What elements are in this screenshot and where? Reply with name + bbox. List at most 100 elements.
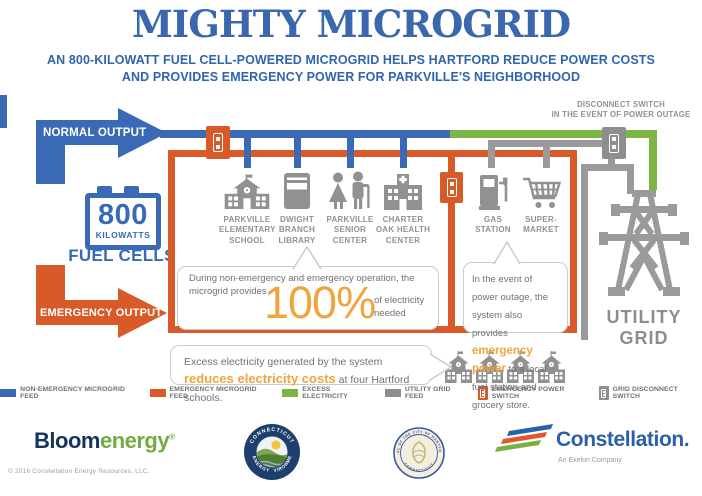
bubble-pointer-up	[493, 241, 521, 264]
disconnect-switch-note: DISCONNECT SWITCH IN THE EVENT OF POWER …	[543, 100, 699, 120]
legend-label: NON-EMERGENCY MICROGRID FEED	[20, 386, 125, 400]
transmission-tower-icon	[599, 190, 689, 296]
blue-feed-line	[160, 130, 450, 138]
building-label: SUPER-MARKET	[523, 215, 559, 235]
legend-emergency-power-switch-icon	[478, 386, 488, 400]
legend-item-utility: UTILITY GRID FEED	[384, 386, 467, 400]
disconnect-note-line2: IN THE EVENT OF POWER OUTAGE	[551, 110, 691, 120]
bubble-emergency-power: In the event of power outage, the system…	[463, 262, 568, 411]
disconnect-note-line1: DISCONNECT SWITCH	[577, 100, 665, 109]
legend-item-non-emergency: NON-EMERGENCY MICROGRID FEED	[0, 386, 139, 400]
building-label: CHARTER OAK HEALTH CENTER	[375, 215, 431, 245]
bubble-emergency-post: to a local fuel station and grocery stor…	[472, 364, 547, 411]
bubble-100-suffix: of electricity needed	[374, 295, 425, 319]
utility-grid-label: UTILITY GRID	[606, 307, 682, 348]
book-icon	[269, 170, 325, 210]
utility-feed-bus	[488, 140, 603, 147]
gas-pump-icon	[465, 170, 521, 210]
normal-output-arrow	[36, 108, 167, 184]
green-excess-line-horizontal	[450, 130, 657, 138]
normal-output-label: NORMAL OUTPUT	[43, 127, 147, 139]
utility-switch-stub	[608, 158, 615, 168]
four-schools-icons	[445, 351, 565, 383]
building-charter-oak-health: CHARTER OAK HEALTH CENTER	[375, 170, 431, 246]
bubble-100-stat: 100%	[264, 277, 376, 328]
building-gas-station: GAS STATION	[465, 170, 521, 236]
bubble-pointer-up	[292, 246, 322, 269]
building-label: PARKVILLE SENIOR CENTER	[326, 215, 374, 245]
legend-item-disconnect-switch: GRID DISCONNECT SWITCH	[599, 386, 702, 400]
emergency-box-right	[570, 150, 577, 333]
fuel-cell-tab	[124, 186, 139, 195]
bubble-excess-highlight: reduces electricity costs	[184, 371, 336, 387]
legend-swatch-blue	[0, 389, 17, 397]
legend-swatch-gray	[384, 389, 401, 397]
legend-grid-disconnect-switch-icon	[599, 386, 609, 400]
page-title: MIGHTY MICROGRID	[131, 2, 571, 46]
utility-elbow	[581, 164, 634, 171]
blue-drop	[294, 138, 301, 168]
building-senior-center: PARKVILLE SENIOR CENTER	[322, 170, 378, 246]
utility-tower-stub	[627, 164, 634, 194]
building-label: PARKVILLE ELEMENTARY SCHOOL	[219, 215, 276, 245]
grid-disconnect-switch-icon	[602, 127, 626, 159]
bubble-emergency-pre: In the event of power outage, the system…	[472, 274, 549, 339]
legend-item-emergency-switch: EMERGENCY POWER SWITCH	[478, 386, 588, 400]
fuel-cells-label: FUEL CELLS	[68, 246, 176, 265]
building-dwight-library: DWIGHT BRANCH LIBRARY	[269, 170, 325, 246]
blue-drop	[244, 138, 251, 168]
health-center-icon	[375, 170, 431, 210]
constellation-tagline: An Exelon Company	[558, 457, 622, 464]
bubble-pointer-right	[429, 353, 452, 381]
blue-drop	[347, 138, 354, 168]
bloom-logo-part1: Bloom	[34, 428, 100, 453]
emergency-power-switch-icon	[440, 172, 463, 203]
legend: NON-EMERGENCY MICROGRID FEED EMERGENCY M…	[0, 386, 702, 400]
bubble-emergency-highlight: emergency power	[472, 345, 533, 375]
bubble-100-intro: During non-emergency and emergency opera…	[189, 273, 415, 297]
emergency-power-switch-icon	[206, 126, 230, 159]
building-supermarket: SUPER-MARKET	[513, 170, 569, 236]
green-excess-line-vertical	[649, 130, 657, 190]
fuel-kilowatts-unit: KILOWATTS	[95, 230, 151, 240]
left-edge-accent	[0, 95, 7, 128]
school-icon	[219, 170, 275, 210]
building-label: DWIGHT BRANCH LIBRARY	[278, 215, 316, 245]
utility-grid-feed-vertical	[581, 164, 588, 340]
blue-drop	[400, 138, 407, 168]
legend-item-excess: EXCESS ELECTRICITY	[282, 386, 374, 400]
utility-drop-gas	[488, 147, 495, 168]
building-parkville-elementary: PARKVILLE ELEMENTARY SCHOOL	[219, 170, 275, 246]
legend-label: EMERGENCY MICROGRID FEED	[169, 386, 257, 400]
connecticut-deep-seal: CONNECTICUT ENERGY ENVIRONMENT	[243, 423, 300, 480]
legend-label: EMERGENCY POWER SWITCH	[492, 386, 588, 400]
constellation-wordmark: Constellation.	[556, 428, 690, 451]
emergency-output-arrow	[36, 265, 167, 338]
registered-mark: ®	[169, 432, 175, 442]
bubble-excess-pre: Excess electricity generated by the syst…	[184, 356, 383, 368]
shopping-cart-icon	[513, 170, 569, 210]
building-label: GAS STATION	[475, 215, 511, 235]
legend-swatch-orange	[149, 389, 166, 397]
bloom-energy-logo: Bloomenergy®	[34, 428, 175, 454]
legend-swatch-green	[282, 389, 299, 397]
emergency-output-label: EMERGENCY OUTPUT	[40, 307, 163, 319]
subtitle-line-2: AND PROVIDES EMERGENCY POWER FOR PARKVIL…	[121, 70, 581, 84]
emergency-box-top	[168, 150, 577, 157]
constellation-logo-mark	[495, 424, 553, 452]
bubble-excess-post: at four Hartford schools.	[184, 374, 410, 405]
bubble-100-percent: During non-emergency and emergency opera…	[177, 266, 439, 330]
bubble-excess-electricity: Excess electricity generated by the syst…	[170, 345, 432, 404]
legend-label: UTILITY GRID FEED	[404, 386, 451, 400]
legend-label: GRID DISCONNECT SWITCH	[612, 386, 678, 400]
fuel-kilowatts-value: 800	[98, 199, 148, 231]
emergency-box-left	[168, 150, 175, 333]
fuel-cell-icon: 800 KILOWATTS	[85, 193, 161, 250]
hartford-city-seal: SEAL OF THE CITY OF HARTFORD CONNECTICUT	[393, 427, 445, 479]
copyright-text: © 2016 Constellation Energy Resources, L…	[8, 468, 150, 475]
fuel-cell-tab	[97, 186, 112, 195]
seniors-icon	[322, 170, 378, 210]
emergency-divider	[448, 150, 455, 326]
legend-item-emergency: EMERGENCY MICROGRID FEED	[149, 386, 272, 400]
